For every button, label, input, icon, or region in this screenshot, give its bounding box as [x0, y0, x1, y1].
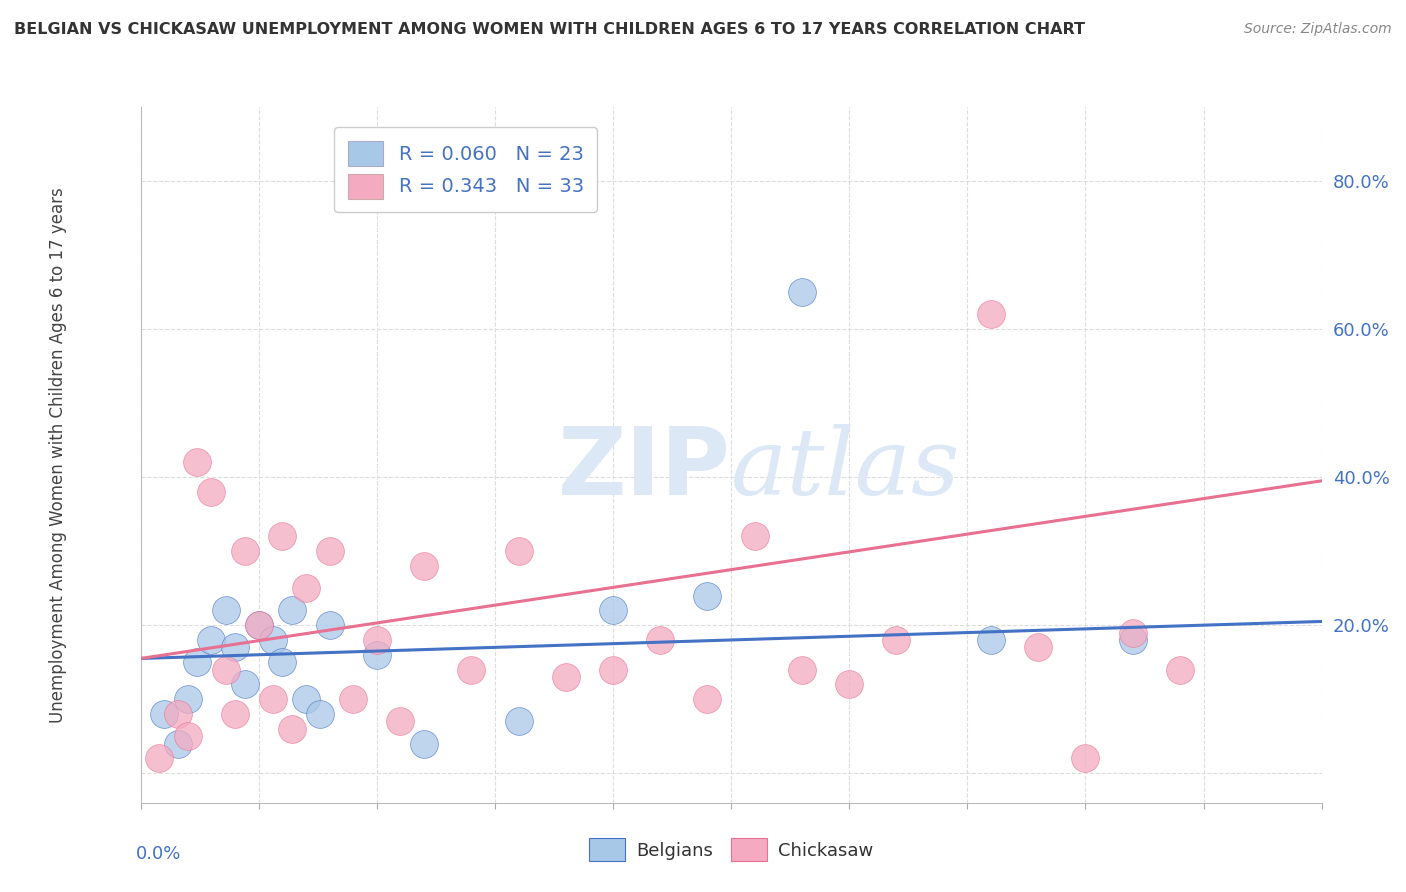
Point — [366, 632, 388, 647]
Point — [262, 692, 284, 706]
Point — [790, 285, 813, 299]
Point — [233, 677, 256, 691]
Point — [214, 663, 236, 677]
Point — [602, 663, 624, 677]
Point — [148, 751, 170, 765]
Point — [224, 640, 246, 655]
Point — [366, 648, 388, 662]
Point — [650, 632, 672, 647]
Point — [247, 618, 270, 632]
Point — [1074, 751, 1097, 765]
Point — [696, 692, 718, 706]
Point — [224, 706, 246, 721]
Point — [460, 663, 482, 677]
Point — [281, 603, 304, 617]
Point — [886, 632, 908, 647]
Text: 0.0%: 0.0% — [136, 845, 181, 863]
Point — [295, 692, 318, 706]
Legend: Belgians, Chickasaw: Belgians, Chickasaw — [581, 829, 882, 871]
Point — [167, 737, 190, 751]
Point — [508, 544, 530, 558]
Point — [233, 544, 256, 558]
Point — [271, 529, 294, 543]
Point — [1122, 632, 1144, 647]
Point — [214, 603, 236, 617]
Point — [1026, 640, 1049, 655]
Point — [200, 632, 222, 647]
Point — [177, 692, 200, 706]
Point — [413, 558, 436, 573]
Point — [1168, 663, 1191, 677]
Point — [696, 589, 718, 603]
Point — [318, 618, 340, 632]
Point — [167, 706, 190, 721]
Point — [281, 722, 304, 736]
Point — [389, 714, 412, 729]
Point — [318, 544, 340, 558]
Point — [1122, 625, 1144, 640]
Point — [153, 706, 176, 721]
Point — [602, 603, 624, 617]
Point — [186, 655, 208, 669]
Point — [838, 677, 860, 691]
Text: BELGIAN VS CHICKASAW UNEMPLOYMENT AMONG WOMEN WITH CHILDREN AGES 6 TO 17 YEARS C: BELGIAN VS CHICKASAW UNEMPLOYMENT AMONG … — [14, 22, 1085, 37]
Text: Unemployment Among Women with Children Ages 6 to 17 years: Unemployment Among Women with Children A… — [49, 187, 67, 723]
Point — [247, 618, 270, 632]
Point — [200, 484, 222, 499]
Text: atlas: atlas — [731, 424, 960, 514]
Point — [508, 714, 530, 729]
Point — [186, 455, 208, 469]
Point — [262, 632, 284, 647]
Text: Source: ZipAtlas.com: Source: ZipAtlas.com — [1244, 22, 1392, 37]
Point — [177, 729, 200, 743]
Point — [554, 670, 576, 684]
Text: ZIP: ZIP — [558, 423, 731, 515]
Point — [309, 706, 332, 721]
Point — [342, 692, 364, 706]
Point — [413, 737, 436, 751]
Point — [790, 663, 813, 677]
Point — [271, 655, 294, 669]
Point — [980, 632, 1002, 647]
Point — [744, 529, 766, 543]
Point — [980, 307, 1002, 321]
Point — [295, 581, 318, 595]
